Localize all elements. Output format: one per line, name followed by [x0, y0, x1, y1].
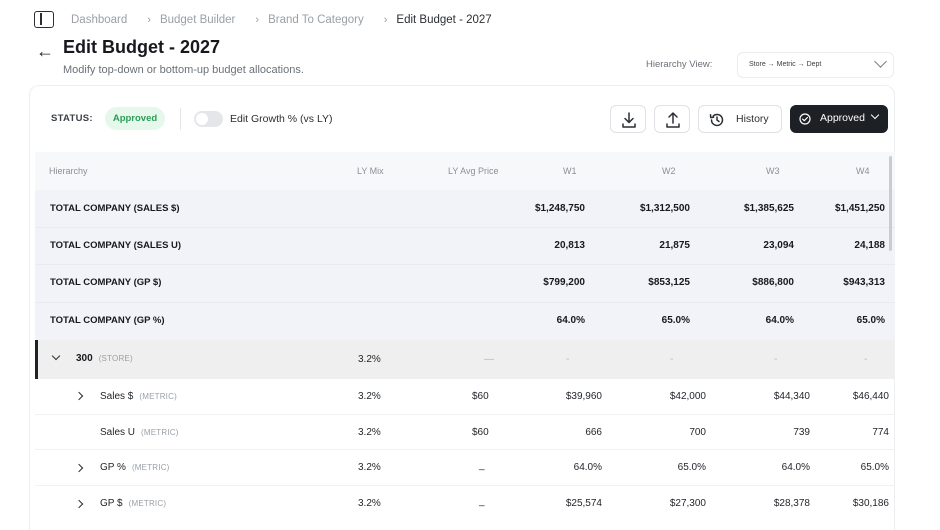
- column-header-w4: W4: [856, 166, 870, 176]
- column-header-w2: W2: [662, 166, 676, 176]
- upload-icon: [666, 112, 680, 128]
- table-row-metric[interactable]: Sales $ (METRIC) 3.2% $60 $39,960 $42,000…: [35, 379, 895, 415]
- history-icon: [709, 113, 724, 127]
- breadcrumb-budget-builder[interactable]: Budget Builder: [159, 14, 236, 26]
- table-header: Hierarchy LY Mix LY Avg Price W1 W2 W3 W…: [35, 152, 895, 190]
- breadcrumb-dashboard[interactable]: Dashboard: [71, 14, 128, 26]
- upload-button[interactable]: [654, 105, 690, 133]
- chevron-right-icon[interactable]: [74, 391, 84, 401]
- chevron-right-icon: ›: [383, 14, 388, 26]
- chevron-down-icon: [874, 55, 887, 68]
- column-header-w1: W1: [563, 166, 577, 176]
- column-header-w3: W3: [766, 166, 780, 176]
- hierarchy-view-label: Hierarchy View:: [646, 59, 713, 70]
- back-arrow-icon[interactable]: ←: [36, 41, 54, 61]
- table-row-total: TOTAL COMPANY (GP $) $799,200 $853,125 $…: [35, 265, 895, 303]
- hierarchy-view-value: Store → Metric → Dept: [749, 61, 822, 68]
- download-button[interactable]: [610, 105, 646, 133]
- chevron-right-icon: ›: [147, 14, 151, 26]
- table-row-total: TOTAL COMPANY (SALES $) $1,248,750 $1,31…: [35, 190, 895, 228]
- chevron-right-icon[interactable]: [74, 499, 84, 509]
- table-row-store[interactable]: 300 (STORE) 3.2% — - - - -: [35, 340, 895, 379]
- column-header-ly-mix: LY Mix: [357, 166, 384, 176]
- table-row-metric: Sales U (METRIC) 3.2% $60 666 700 739 774: [35, 415, 895, 450]
- chevron-right-icon[interactable]: [74, 463, 84, 473]
- table-row-total: TOTAL COMPANY (SALES U) 20,813 21,875 23…: [35, 228, 895, 265]
- approved-dropdown-button[interactable]: Approved: [790, 105, 888, 133]
- hierarchy-view-select[interactable]: Store → Metric → Dept: [737, 52, 894, 78]
- sidebar-toggle-icon[interactable]: [34, 11, 54, 28]
- column-header-hierarchy: Hierarchy: [49, 166, 88, 176]
- chevron-down-icon: [870, 110, 880, 120]
- approved-label: Approved: [820, 112, 865, 124]
- breadcrumb-current: Edit Budget - 2027: [396, 14, 492, 26]
- table-row-metric[interactable]: GP $ (METRIC) 3.2% _ $25,574 $27,300 $28,…: [35, 486, 895, 522]
- edit-growth-label: Edit Growth % (vs LY): [230, 113, 333, 125]
- history-label: History: [736, 113, 769, 125]
- breadcrumb: Dashboard › Budget Builder › Brand To Ca…: [71, 12, 492, 28]
- history-button[interactable]: History: [698, 105, 782, 133]
- page-subtitle: Modify top-down or bottom-up budget allo…: [63, 64, 304, 76]
- status-label: STATUS:: [51, 113, 93, 124]
- table-row-total: TOTAL COMPANY (GP %) 64.0% 65.0% 64.0% 6…: [35, 303, 895, 340]
- store-label: 300 (STORE): [76, 353, 133, 364]
- table-scrollbar[interactable]: [889, 156, 892, 251]
- check-circle-icon: [799, 113, 811, 125]
- breadcrumb-brand-to-category[interactable]: Brand To Category: [268, 14, 364, 26]
- page-title: Edit Budget - 2027: [63, 37, 221, 57]
- status-badge: Approved: [105, 107, 165, 130]
- toolbar-divider: [180, 108, 181, 130]
- chevron-right-icon: ›: [255, 14, 260, 26]
- column-header-ly-avg-price: LY Avg Price: [448, 166, 499, 176]
- chevron-down-icon[interactable]: [51, 351, 61, 361]
- edit-growth-toggle[interactable]: [194, 111, 223, 127]
- table-row-metric[interactable]: GP % (METRIC) 3.2% _ 64.0% 65.0% 64.0% 65…: [35, 450, 895, 486]
- download-icon: [622, 112, 636, 128]
